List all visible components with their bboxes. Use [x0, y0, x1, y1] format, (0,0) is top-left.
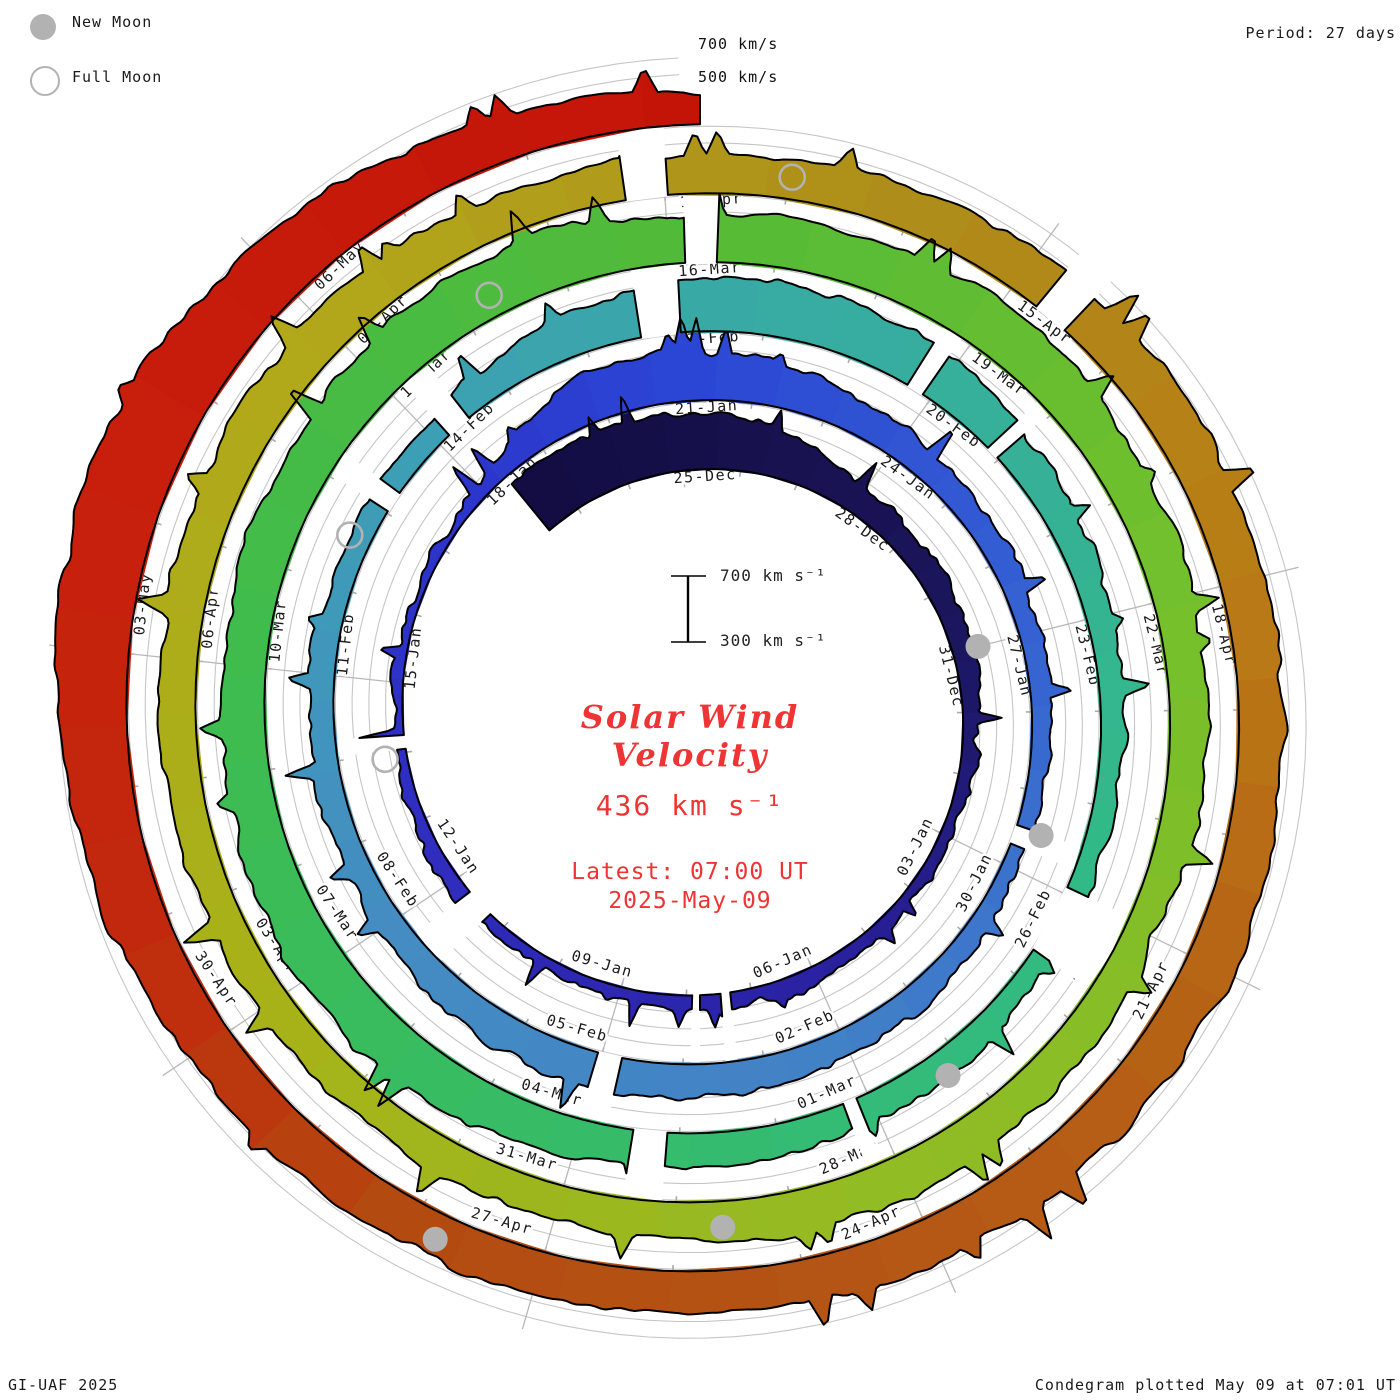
full-moon-icon	[30, 66, 60, 96]
new-moon-icon	[30, 14, 56, 40]
scalebar-bottom-label: 300 km s⁻¹	[720, 631, 827, 650]
chart-title-line1: Solar Wind	[580, 698, 800, 736]
plotted-timestamp: Condegram plotted May 09 at 07:01 UT	[1034, 1376, 1396, 1394]
latest-date: 2025-May-09	[608, 887, 772, 914]
new-moon-marker	[935, 1063, 961, 1088]
new-moon-marker	[965, 633, 991, 659]
center-annotation: Solar Wind Velocity 436 km s⁻¹ Latest: 0…	[400, 698, 980, 915]
new-moon-marker	[710, 1214, 736, 1240]
chart-title-line2: Velocity	[611, 736, 769, 775]
latest-time: Latest: 07:00 UT	[571, 858, 809, 885]
full-moon-marker	[335, 521, 364, 549]
legend-full-moon-label: Full Moon	[72, 68, 163, 86]
credit-label: GI-UAF 2025	[8, 1376, 119, 1394]
velocity-scalebar	[671, 575, 706, 643]
latest-value: 436 km s⁻¹	[595, 788, 785, 822]
legend-new-moon-label: New Moon	[72, 13, 153, 31]
outer-700-label: 700 km/s	[698, 35, 779, 53]
period-label: Period: 27 days	[1245, 24, 1396, 42]
outer-500-label: 500 km/s	[698, 68, 779, 86]
full-moon-marker	[371, 745, 399, 774]
new-moon-marker	[1028, 823, 1054, 848]
full-moon-marker	[778, 163, 807, 191]
full-moon-marker	[475, 281, 504, 310]
scalebar-top-label: 700 km s⁻¹	[720, 566, 827, 585]
new-moon-marker	[422, 1226, 448, 1252]
